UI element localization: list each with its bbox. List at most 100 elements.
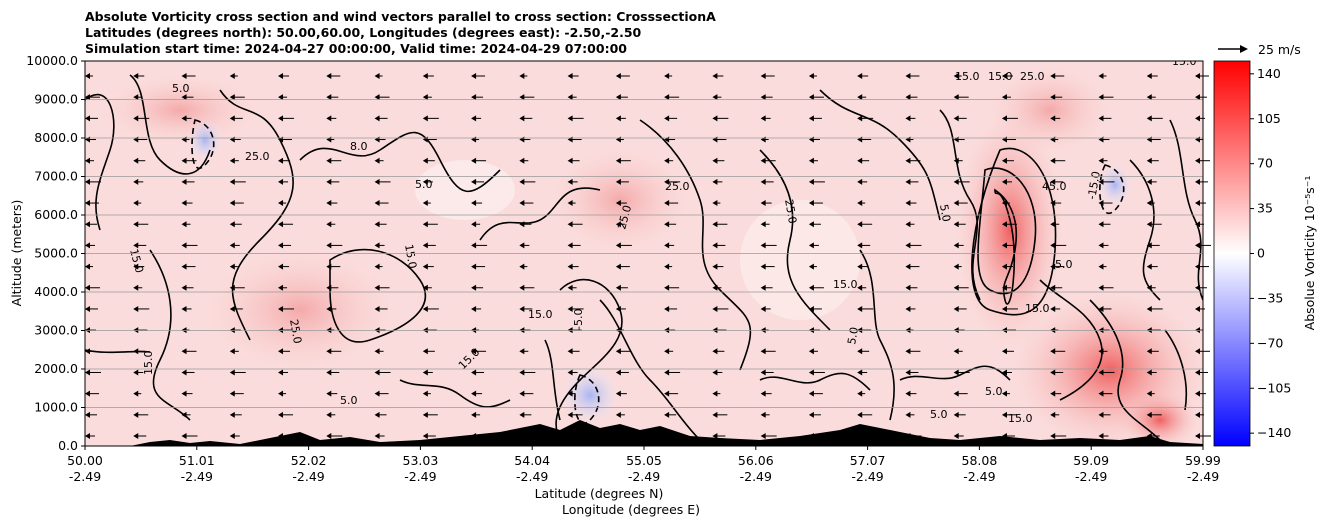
wind-arrow xyxy=(1050,348,1066,355)
wind-arrow xyxy=(1195,263,1209,270)
wind-arrow xyxy=(1146,305,1163,312)
wind-arrow xyxy=(181,390,193,397)
wind-arrow xyxy=(422,305,439,312)
wind-arrow xyxy=(181,369,195,376)
wind-arrow xyxy=(1146,94,1156,101)
x-tick-label-lat: 53.03 xyxy=(403,453,439,468)
wind-arrow xyxy=(1146,263,1158,270)
wind-arrow xyxy=(905,263,920,270)
wind-arrow xyxy=(1146,433,1160,439)
y-tick-label: 0.0 xyxy=(58,438,78,453)
wind-arrow xyxy=(278,305,295,312)
wind-arrow xyxy=(760,115,771,122)
wind-arrow xyxy=(229,348,239,355)
wind-arrow xyxy=(567,200,576,207)
wind-arrow xyxy=(519,73,528,79)
wind-arrow xyxy=(1098,200,1113,207)
wind-arrow xyxy=(1001,369,1012,376)
wind-arrow xyxy=(422,284,432,291)
wind-arrow xyxy=(712,433,726,439)
wind-arrow xyxy=(133,433,147,439)
svg-text:25.0: 25.0 xyxy=(1020,70,1045,83)
wind-arrow xyxy=(181,411,191,418)
wind-arrow xyxy=(181,433,198,439)
wind-arrow xyxy=(278,242,292,249)
wind-arrow xyxy=(760,221,770,228)
wind-arrow xyxy=(857,433,871,439)
vorticity-field: 5.0 15.0 25.0 8.0 5.0 15.0 25.0 15.0 15.… xyxy=(85,55,1203,446)
wind-arrow xyxy=(374,94,390,101)
wind-arrow xyxy=(278,157,291,164)
wind-arrow xyxy=(1001,242,1015,249)
wind-arrow xyxy=(422,369,433,376)
svg-text:15.0: 15.0 xyxy=(1025,302,1050,315)
wind-arrow xyxy=(760,369,774,376)
wind-arrow xyxy=(857,73,869,79)
wind-arrow xyxy=(808,411,821,418)
wind-arrow xyxy=(1098,305,1112,312)
y-tick-label: 7000.0 xyxy=(34,169,78,184)
wind-arrow xyxy=(712,348,725,355)
wind-arrow xyxy=(712,284,722,291)
wind-arrow xyxy=(760,157,776,164)
wind-arrow xyxy=(808,115,822,122)
wind-arrow xyxy=(422,200,431,207)
wind-arrow xyxy=(181,221,191,228)
wind-arrow xyxy=(1001,115,1018,122)
wind-arrow xyxy=(905,411,915,418)
wind-arrow xyxy=(712,157,725,164)
wind-arrow xyxy=(374,157,384,164)
wind-arrow xyxy=(471,284,484,291)
wind-arrow xyxy=(1146,200,1155,207)
wind-arrow xyxy=(519,433,530,439)
wind-arrow xyxy=(615,200,627,207)
wind-arrow xyxy=(422,242,436,249)
wind-arrow xyxy=(133,157,146,164)
gridlines xyxy=(85,99,1203,408)
wind-arrow xyxy=(229,284,245,291)
wind-arrow xyxy=(953,221,966,228)
wind-arrow xyxy=(326,73,341,79)
wind-arrow xyxy=(471,411,481,418)
wind-arrow xyxy=(905,305,916,312)
wind-arrow xyxy=(905,221,915,228)
wind-arrow xyxy=(133,348,146,355)
x-tick-label-lon: -2.49 xyxy=(181,469,213,484)
y-axis-label: Altitude (meters) xyxy=(9,200,24,307)
wind-arrow xyxy=(326,221,336,228)
wind-arrow xyxy=(181,94,194,101)
wind-arrow xyxy=(326,284,339,291)
wind-arrow xyxy=(85,115,98,122)
colorbar-tick-label: −105 xyxy=(1257,380,1291,395)
wind-arrow xyxy=(278,284,288,291)
wind-arrow xyxy=(1146,369,1157,376)
wind-arrow xyxy=(471,390,483,397)
wind-arrow xyxy=(229,433,240,439)
wind-arrow xyxy=(422,348,435,355)
wind-arrow xyxy=(133,94,143,101)
wind-arrow xyxy=(760,284,773,291)
wind-arrow xyxy=(1050,94,1063,101)
wind-arrow xyxy=(1195,115,1205,122)
wind-arrow xyxy=(85,94,100,101)
wind-arrow xyxy=(326,411,336,418)
x-tick-label-lon: -2.49 xyxy=(851,469,883,484)
wind-arrow xyxy=(615,221,625,228)
x-axis-label-line1: Latitude (degrees N) xyxy=(535,486,664,501)
colorbar-tick-label: 35 xyxy=(1257,201,1273,216)
wind-arrow xyxy=(133,115,150,122)
wind-arrow xyxy=(471,263,486,270)
wind-arrow xyxy=(133,263,145,270)
wind-arrow xyxy=(1001,221,1017,228)
wind-arrow xyxy=(615,94,628,101)
wind-arrow xyxy=(133,73,145,79)
colorbar-ticks: 140 105 70 35 0 −35 −70 −105 −140 xyxy=(1250,66,1291,440)
wind-arrow xyxy=(519,221,532,228)
wind-arrow xyxy=(1195,348,1210,355)
x-tick-label-lat: 56.06 xyxy=(738,453,774,468)
wind-arrow xyxy=(664,94,680,101)
wind-arrow xyxy=(1098,157,1108,164)
svg-text:15.0: 15.0 xyxy=(1172,55,1197,68)
wind-arrow xyxy=(519,305,533,312)
wind-arrow xyxy=(326,390,338,397)
